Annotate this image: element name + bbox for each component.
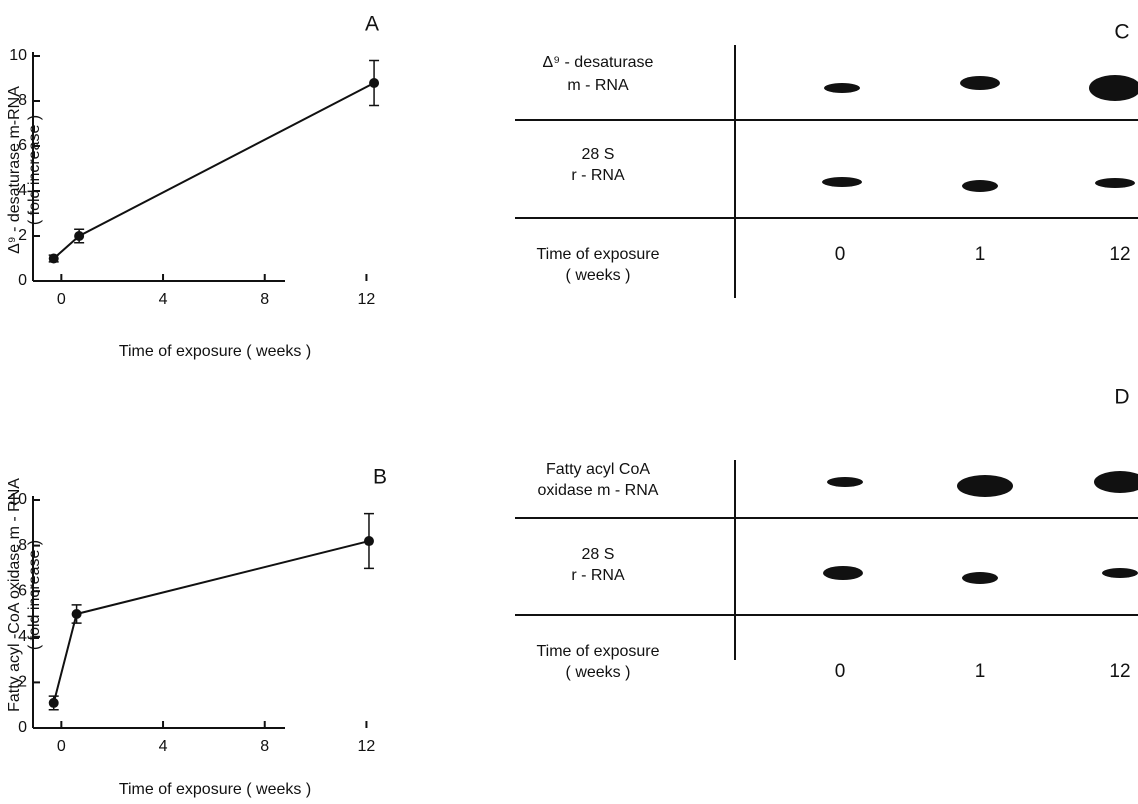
- blot-spot: [1095, 178, 1135, 188]
- data-point: [72, 609, 82, 619]
- column-label: 12: [1109, 661, 1130, 682]
- x-tick-label: 0: [57, 738, 66, 755]
- blot-spot: [960, 76, 1000, 90]
- row-label: r - RNA: [571, 167, 625, 184]
- blot-spot: [823, 566, 863, 580]
- y-axis-label: ( fold increase ): [26, 115, 43, 225]
- column-label: 1: [975, 244, 986, 265]
- x-tick-label: 8: [260, 291, 269, 308]
- y-tick-label: 10: [9, 47, 27, 64]
- y-axis-label: ( fold increase ): [26, 540, 43, 650]
- row-label: 28 S: [582, 146, 615, 163]
- figure: 024681004812ATime of exposure ( weeks )Δ…: [0, 0, 1138, 804]
- row-label: m - RNA: [567, 77, 629, 94]
- blot-spot: [822, 177, 862, 187]
- x-tick-label: 8: [260, 738, 269, 755]
- y-tick-label: 0: [18, 719, 27, 736]
- panel-letter: C: [1114, 21, 1129, 44]
- y-tick-label: 0: [18, 272, 27, 289]
- y-axis-label: Fatty acyl -CoA oxidase m - RNA: [6, 478, 23, 712]
- panel-letter: D: [1114, 386, 1129, 409]
- row-label: 28 S: [582, 546, 615, 563]
- blot-spot: [827, 477, 863, 487]
- y-axis-label: Δ⁹ - desaturase m-RNA: [6, 86, 23, 254]
- x-tick-label: 4: [159, 291, 168, 308]
- data-point: [369, 78, 379, 88]
- data-point: [49, 254, 59, 264]
- x-tick-label: 12: [358, 291, 376, 308]
- row-label: Time of exposure: [536, 643, 659, 660]
- row-label: ( weeks ): [566, 267, 631, 284]
- blot-spot: [962, 180, 998, 192]
- blot-spot: [1089, 75, 1138, 101]
- data-line: [54, 83, 374, 259]
- data-point: [74, 231, 84, 241]
- blot-spot: [1102, 568, 1138, 578]
- x-tick-label: 0: [57, 291, 66, 308]
- x-tick-label: 4: [159, 738, 168, 755]
- x-axis-label: Time of exposure ( weeks ): [119, 781, 311, 798]
- data-point: [49, 698, 59, 708]
- row-label: r - RNA: [571, 567, 625, 584]
- blot-spot: [824, 83, 860, 93]
- column-label: 1: [975, 661, 986, 682]
- column-label: 0: [835, 661, 846, 682]
- x-axis-label: Time of exposure ( weeks ): [119, 343, 311, 360]
- row-label: ( weeks ): [566, 664, 631, 681]
- blot-spot: [1094, 471, 1138, 493]
- data-line: [54, 541, 369, 703]
- blot-spot: [962, 572, 998, 584]
- x-tick-label: 12: [358, 738, 376, 755]
- row-label: oxidase m - RNA: [538, 482, 659, 499]
- panel-letter: B: [373, 466, 387, 489]
- column-label: 12: [1109, 244, 1130, 265]
- row-label: Time of exposure: [536, 246, 659, 263]
- row-label: Δ⁹ - desaturase: [543, 54, 654, 71]
- data-point: [364, 536, 374, 546]
- blot-spot: [957, 475, 1013, 497]
- column-label: 0: [835, 244, 846, 265]
- panel-letter: A: [365, 13, 379, 36]
- row-label: Fatty acyl CoA: [546, 461, 650, 478]
